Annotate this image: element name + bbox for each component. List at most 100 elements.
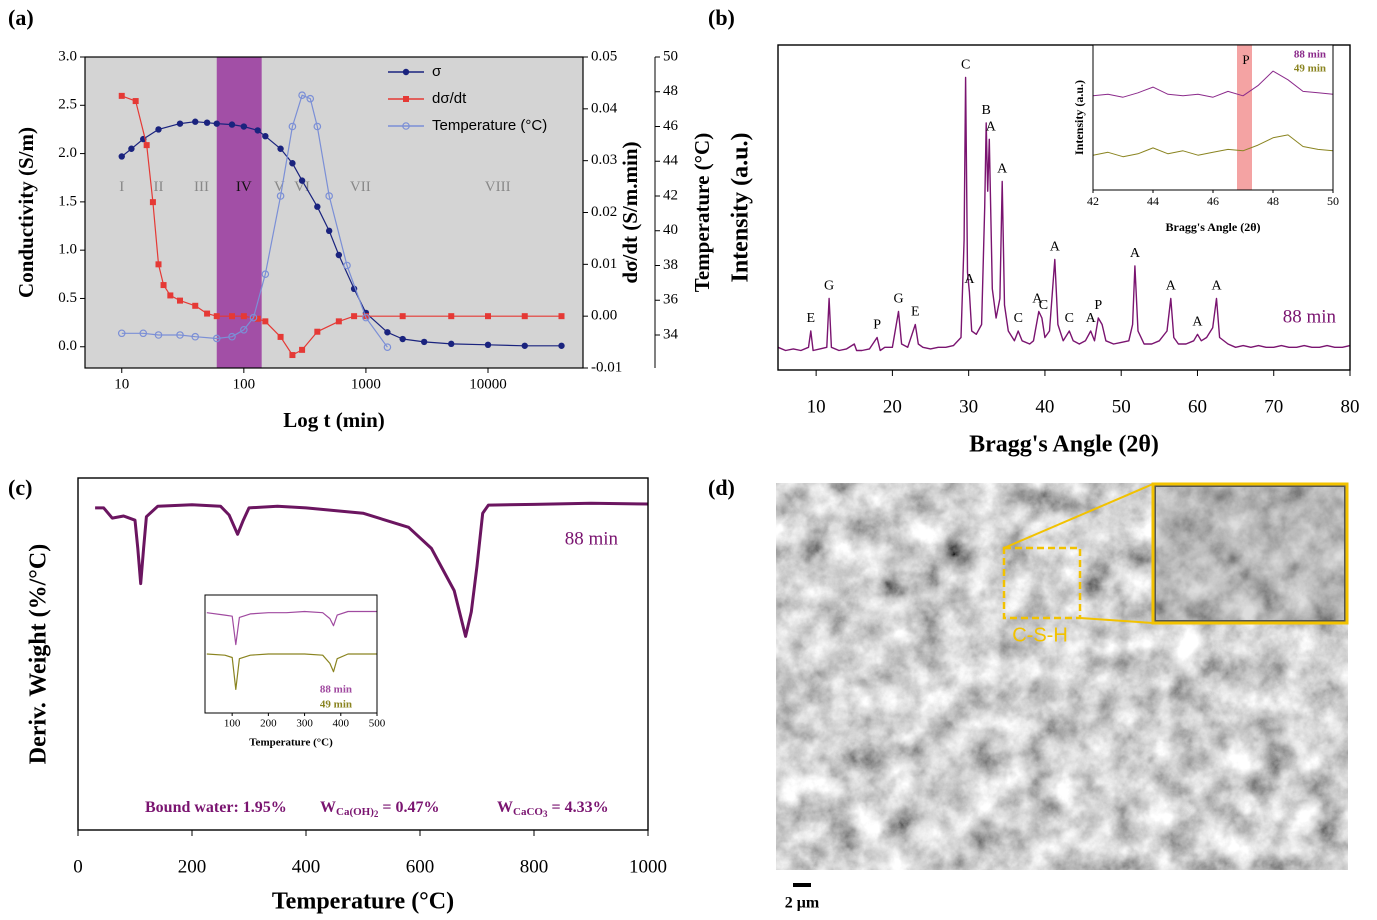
x-axis-title: Bragg's Angle (2θ) xyxy=(969,432,1159,458)
zoom-texture xyxy=(1156,487,1344,620)
peak-label: A xyxy=(1032,292,1043,307)
selection-box xyxy=(1002,546,1082,620)
region-label: I xyxy=(119,179,124,195)
marker xyxy=(128,145,135,152)
series-line xyxy=(95,501,649,638)
legend-label: 88 min xyxy=(1294,49,1326,61)
marker xyxy=(212,334,221,343)
marker xyxy=(399,335,406,343)
marker xyxy=(314,328,321,335)
marker xyxy=(240,123,248,130)
marker xyxy=(351,313,358,320)
y2-tick-label: 0.00 xyxy=(591,308,617,324)
stat-part: Bound water: 1.95% xyxy=(145,799,287,816)
annotation: 88 min xyxy=(1283,306,1337,327)
x-tick-label: 30 xyxy=(959,396,978,417)
marker xyxy=(288,122,297,131)
x-tick-label: 0 xyxy=(73,856,83,877)
y2-tick-label: 0.04 xyxy=(591,100,618,116)
marker xyxy=(261,270,270,278)
x-tick-label: 600 xyxy=(406,856,435,877)
x-tick-label: 10000 xyxy=(469,376,507,392)
x-tick-label: 10 xyxy=(807,396,826,417)
peak-label: C xyxy=(1065,311,1074,326)
y3-tick-label: 46 xyxy=(663,118,679,134)
x-axis-title: Temperature (°C) xyxy=(249,737,333,749)
peak-label: A xyxy=(1050,240,1061,255)
stat-part: W xyxy=(320,799,336,816)
series-line xyxy=(1092,134,1334,158)
peak-label: C xyxy=(1014,311,1023,326)
marker xyxy=(149,199,156,206)
x-tick-label: 1000 xyxy=(629,856,667,877)
marker xyxy=(262,132,269,140)
marker xyxy=(192,118,199,125)
region-label: III xyxy=(194,179,209,195)
marker xyxy=(448,340,455,348)
plot-frame xyxy=(77,477,649,831)
series-line xyxy=(206,610,377,646)
y3-tick-label: 34 xyxy=(663,326,679,342)
marker xyxy=(203,119,211,126)
x-tick-label: 200 xyxy=(178,856,207,877)
y-tick-label: 1.5 xyxy=(58,193,77,209)
zoom-line xyxy=(1003,483,1154,549)
y-axis-title: Conductivity (S/m) xyxy=(14,127,38,298)
x-tick-label: 400 xyxy=(292,856,321,877)
stat-label: WCa(OH)2 = 0.47% xyxy=(320,799,440,819)
x-tick-label: 200 xyxy=(260,718,277,730)
marker xyxy=(299,346,306,353)
peak-label: C xyxy=(1039,298,1048,313)
marker xyxy=(335,318,342,325)
y3-tick-label: 40 xyxy=(663,222,678,238)
legend-label: 88 min xyxy=(320,684,352,696)
panel-label: (b) xyxy=(708,5,735,30)
stat-part: CaCO xyxy=(513,806,543,818)
y2-tick-label: -0.01 xyxy=(591,359,622,375)
peak-label: A xyxy=(1192,314,1203,329)
marker xyxy=(289,160,296,167)
peak-label: E xyxy=(911,305,920,320)
marker xyxy=(521,342,528,349)
y2-tick-label: 0.02 xyxy=(591,204,617,220)
marker xyxy=(558,313,565,320)
region-label: VIII xyxy=(485,179,511,195)
marker xyxy=(139,329,148,338)
marker xyxy=(249,313,258,322)
legend-label: 49 min xyxy=(320,699,352,711)
peak-label: A xyxy=(1166,279,1177,294)
y2-axis-title: dσ/dt (S/m.min) xyxy=(618,141,642,283)
marker xyxy=(277,333,284,340)
series-line xyxy=(777,76,1351,352)
x-tick-label: 1000 xyxy=(351,376,381,392)
highlight-band xyxy=(1237,45,1252,190)
region-label: VI xyxy=(294,179,310,195)
y-tick-label: 2.0 xyxy=(58,145,77,161)
marker xyxy=(240,325,248,334)
marker xyxy=(154,331,163,339)
peak-label: A xyxy=(997,162,1008,177)
marker xyxy=(155,261,162,268)
x-tick-label: 70 xyxy=(1264,396,1283,417)
marker xyxy=(213,120,220,127)
zoom-line xyxy=(1079,617,1154,624)
x-tick-label: 100 xyxy=(224,718,241,730)
peak-label: C xyxy=(961,58,970,73)
peak-label: A xyxy=(964,272,975,287)
peak-label: P xyxy=(1242,52,1249,67)
peak-label: A xyxy=(1211,279,1222,294)
marker xyxy=(384,329,391,336)
series-line xyxy=(206,653,377,690)
legend-label: Temperature (°C) xyxy=(432,117,547,134)
y-axis-title: Intensity (a.u.) xyxy=(1072,80,1086,155)
marker xyxy=(343,261,351,270)
x-tick-label: 50 xyxy=(1327,194,1339,208)
y-tick-label: 3.0 xyxy=(58,48,77,64)
marker xyxy=(313,122,322,131)
x-tick-label: 100 xyxy=(233,376,256,392)
y-tick-label: 0.5 xyxy=(58,290,77,306)
marker xyxy=(176,331,184,339)
csh-label: C-S-H xyxy=(1012,624,1068,646)
marker xyxy=(399,313,406,320)
stat-part: 3 xyxy=(543,809,548,819)
